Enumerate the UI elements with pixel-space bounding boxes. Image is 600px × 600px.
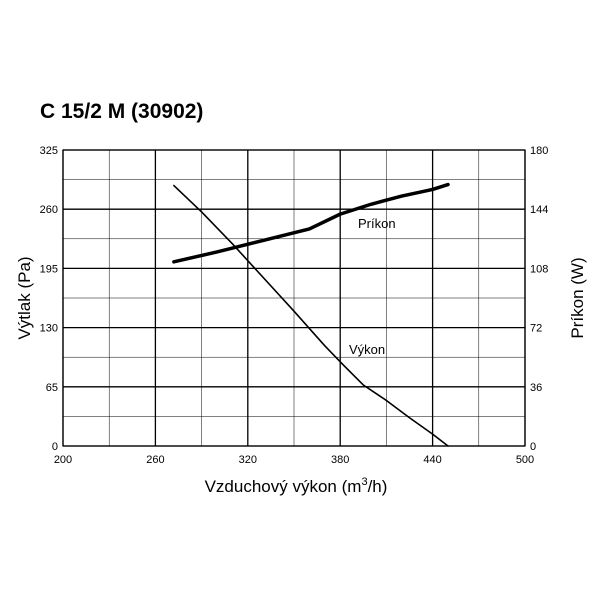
y2-tick-label: 0	[530, 441, 536, 453]
y-tick-label: 325	[40, 145, 58, 157]
x-tick-label: 200	[54, 454, 72, 466]
series-line-prikon	[172, 182, 450, 264]
y2-tick-label: 180	[530, 145, 548, 157]
y-tick-label: 65	[46, 382, 58, 394]
y2-tick-label: 72	[530, 323, 542, 335]
y-axis-label: Výtlak (Pa)	[15, 256, 34, 339]
series-labels: Výkon Príkon	[349, 216, 396, 357]
bottom-axis-ticks: 200 260 320 380 440 500	[54, 454, 534, 466]
series-line-vykon	[173, 184, 449, 447]
left-axis-ticks: 0 65 130 195 260 325	[40, 145, 58, 453]
series-layer	[172, 182, 450, 447]
series-label-vykon: Výkon	[349, 342, 385, 357]
y-tick-label: 195	[40, 263, 58, 275]
minor-gridlines	[63, 150, 525, 446]
x-tick-label: 440	[423, 454, 441, 466]
y2-tick-label: 36	[530, 382, 542, 394]
right-axis-ticks: 0 36 72 108 144 180	[530, 145, 548, 453]
y2-tick-label: 108	[530, 263, 548, 275]
x-tick-label: 500	[516, 454, 534, 466]
x-tick-label: 260	[146, 454, 164, 466]
y-tick-label: 260	[40, 204, 58, 216]
chart-title: C 15/2 M (30902)	[40, 100, 204, 123]
x-tick-label: 380	[331, 454, 349, 466]
y2-axis-label: Príkon (W)	[568, 257, 587, 338]
y2-tick-label: 144	[530, 204, 548, 216]
series-label-prikon: Príkon	[358, 216, 396, 231]
x-tick-label: 320	[239, 454, 257, 466]
y-tick-label: 130	[40, 323, 58, 335]
plot-frame	[62, 149, 526, 447]
x-axis-label: Vzduchový výkon (m3/h)	[205, 476, 388, 496]
y-tick-label: 0	[52, 441, 58, 453]
